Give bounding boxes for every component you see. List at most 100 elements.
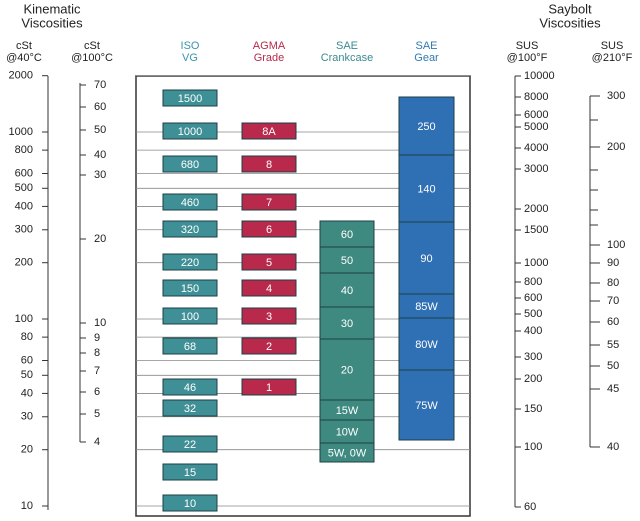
column-header: VG <box>182 52 198 64</box>
tick-label: 400 <box>524 325 542 337</box>
tick-label: 300 <box>15 224 33 236</box>
grade-label: 7 <box>266 197 272 209</box>
tick-label: 90 <box>607 257 619 269</box>
grade-label: 10 <box>184 498 196 510</box>
grade-label: 680 <box>181 159 199 171</box>
tick-label: 500 <box>524 308 542 320</box>
grade-box <box>241 378 297 396</box>
tick-label: 70 <box>607 295 619 307</box>
grade-label: 1 <box>266 382 272 394</box>
grade-label: 6 <box>266 224 272 236</box>
tick-label: 4000 <box>524 142 548 154</box>
tick-label: 150 <box>524 403 542 415</box>
grade-label: 1000 <box>178 126 202 138</box>
grade-label: 5W, 0W <box>328 447 367 459</box>
tick-label: 600 <box>524 292 542 304</box>
grade-label: 3 <box>266 311 272 323</box>
grade-box <box>241 155 297 173</box>
tick-label: 70 <box>94 79 106 91</box>
tick-label: 10000 <box>524 70 555 82</box>
grade-label: 1500 <box>178 93 202 105</box>
column-header: Gear <box>414 52 439 64</box>
grade-label: 30 <box>341 318 353 330</box>
grade-box <box>398 154 455 223</box>
grade-box <box>398 96 455 156</box>
grade-label: 46 <box>184 382 196 394</box>
tick-label: 55 <box>607 339 619 351</box>
grade-label: 100 <box>181 311 199 323</box>
grade-label: 40 <box>341 285 353 297</box>
tick-label: 30 <box>94 169 106 181</box>
tick-label: 400 <box>15 200 33 212</box>
tick-label: 8 <box>94 347 100 359</box>
grade-label: 22 <box>184 439 196 451</box>
column-header: SAE <box>336 40 358 52</box>
tick-label: 300 <box>524 351 542 363</box>
grade-box <box>398 221 455 295</box>
tick-label: 100 <box>607 239 625 251</box>
tick-label: 200 <box>524 373 542 385</box>
tick-label: 500 <box>15 182 33 194</box>
grade-label: 10W <box>336 426 359 438</box>
tick-label: 40 <box>94 149 106 161</box>
grade-box <box>162 378 218 396</box>
tick-label: 10 <box>94 317 106 329</box>
column-header: ISO <box>181 40 200 52</box>
grade-box <box>162 220 218 238</box>
column-header: Grade <box>254 52 285 64</box>
tick-label: 100 <box>524 441 542 453</box>
grade-label: 140 <box>417 183 435 195</box>
grade-box <box>241 193 297 211</box>
tick-label: 2000 <box>9 70 33 82</box>
tick-label: 800 <box>524 276 542 288</box>
title: Viscosities <box>539 15 601 30</box>
tick-label: 5000 <box>524 121 548 133</box>
scale-unit: cSt <box>84 40 100 52</box>
tick-label: 40 <box>21 387 33 399</box>
grade-box <box>162 193 218 211</box>
grade-box <box>162 122 218 140</box>
grade-box <box>162 279 218 297</box>
tick-label: 200 <box>607 141 625 153</box>
tick-label: 50 <box>21 369 33 381</box>
grade-label: 460 <box>181 197 199 209</box>
grade-label: 15 <box>184 467 196 479</box>
grade-box <box>162 89 218 107</box>
tick-label: 20 <box>21 444 33 456</box>
tick-label: 50 <box>607 360 619 372</box>
grade-label: 2 <box>266 341 272 353</box>
tick-label: 45 <box>607 383 619 395</box>
scale-temp: @100°C <box>71 52 113 64</box>
grade-label: 32 <box>184 403 196 415</box>
tick-label: 600 <box>15 167 33 179</box>
grade-label: 8A <box>262 126 276 138</box>
title: Kinematic <box>23 1 81 16</box>
tick-label: 6000 <box>524 109 548 121</box>
grade-box <box>319 246 375 274</box>
scale-unit: cSt <box>16 40 32 52</box>
grade-box <box>398 293 455 319</box>
grade-box <box>241 122 297 140</box>
grade-label: 320 <box>181 224 199 236</box>
grade-box <box>162 337 218 355</box>
grade-box <box>319 338 375 401</box>
grade-box <box>162 494 218 512</box>
tick-label: 4 <box>94 436 100 448</box>
tick-label: 20 <box>94 233 106 245</box>
grade-box <box>241 253 297 271</box>
column-header: SAE <box>415 40 437 52</box>
scale-temp: @40°C <box>6 52 42 64</box>
tick-label: 60 <box>94 101 106 113</box>
grade-box <box>398 369 455 441</box>
scale-temp: @100°F <box>507 52 548 64</box>
column-header: Crankcase <box>321 52 374 64</box>
tick-label: 100 <box>15 313 33 325</box>
tick-label: 800 <box>15 144 33 156</box>
grade-box <box>241 337 297 355</box>
tick-label: 60 <box>607 316 619 328</box>
grade-box <box>162 399 218 417</box>
grade-box <box>162 155 218 173</box>
column: 250 140 90 85W 80W 75W <box>398 96 455 441</box>
tick-label: 6 <box>94 386 100 398</box>
